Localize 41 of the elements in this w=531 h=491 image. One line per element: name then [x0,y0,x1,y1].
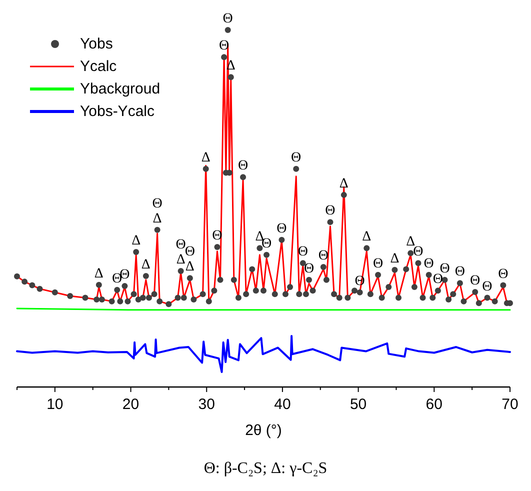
annotation: Δ [185,260,194,275]
annotation: Θ [304,261,314,276]
annotation: Δ [362,230,372,245]
x-tick-label: 10 [46,396,64,413]
annotation: Θ [298,244,308,260]
annotation: Θ [498,266,508,282]
x-tick-label: 40 [274,396,291,413]
annotation: Θ [291,150,302,166]
annotation: Θ [222,12,233,26]
x-tick-label: 60 [426,396,442,413]
annotation: Θ [238,158,248,174]
annotation: Θ [176,237,186,252]
annotation: Δ [339,176,348,192]
annotation: Θ [372,256,384,272]
annotation: Δ [94,266,104,282]
annotation: Δ [176,252,186,268]
annotation: Δ [201,150,210,166]
annotation: Θ [413,244,424,260]
annotation: Δ [141,257,150,272]
annotation: Θ [454,264,466,280]
x-tick-label: 20 [122,396,140,413]
legend-label: Ybackgroud [80,80,160,98]
x-tick-label: 50 [350,396,367,413]
annotation: Θ [276,221,287,236]
x-axis-title: 2θ (°) [245,422,282,439]
x-tick-label: 70 [502,396,518,413]
annotation: Δ [390,251,400,266]
annotation: Θ [152,196,162,212]
legend-label: Yobs [80,36,113,52]
annotation: Θ [325,204,336,219]
annotation: Θ [432,272,444,288]
annotation: Δ [132,234,141,249]
annotation: Δ [152,211,162,226]
annotation: Θ [470,274,480,289]
annotation: Θ [482,279,492,294]
annotation: Θ [424,256,434,272]
text: Θ: β-C₂S; Δ: γ-C₂S [204,460,328,477]
annotation: Θ [184,244,195,260]
x-tick-label: 30 [198,396,215,413]
legend-label: Yobs-Ycalc [80,103,155,120]
legend-label: Ycalc [80,58,118,75]
